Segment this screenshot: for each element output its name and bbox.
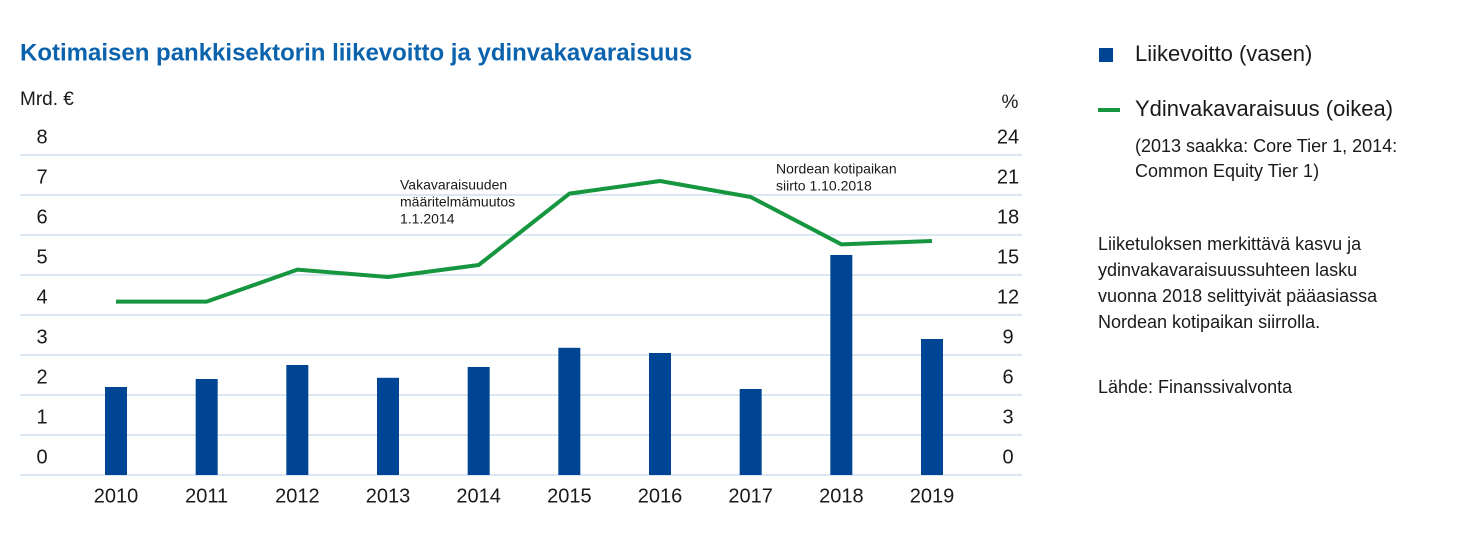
y2-tick-label: 12 [997,286,1019,308]
y2-tick-label: 0 [1002,446,1013,468]
bar [830,255,853,475]
x-tick-label: 2011 [185,485,228,507]
x-tick-label: 2010 [94,485,139,507]
annotation: määritelmämuutos [400,194,515,210]
y2-tick-label: 9 [1002,326,1013,348]
y-tick-label: 0 [36,446,47,468]
y2-tick-label: 24 [997,126,1019,148]
y-tick-label: 8 [36,126,47,148]
line [116,179,933,304]
bar [377,377,399,475]
note: Nordean kotipaikan siirrolla. [1098,312,1320,332]
y2-tick-label: 6 [1002,366,1013,388]
x-tick-label: 2017 [728,485,773,507]
y-tick-label: 5 [36,246,47,268]
y2-tick-label: 21 [997,166,1019,188]
annotation: Nordean kotipaikan [776,161,897,177]
bar [921,339,943,475]
y-tick-label: 4 [36,286,47,308]
annotation: 1.1.2014 [400,211,455,227]
x-tick-label: 2018 [819,485,864,507]
y-tick-label: 3 [36,326,47,348]
bar [286,365,309,475]
legend-note: (2013 saakka: Core Tier 1, 2014: [1135,136,1397,156]
bar [467,367,490,475]
y2-tick-label: 15 [997,246,1019,268]
note: vuonna 2018 selittyivät pääasiassa [1098,286,1378,306]
legend-label: Liikevoitto (vasen) [1135,41,1312,66]
y2-tick-label: 18 [997,206,1019,228]
bar [105,387,127,475]
x-tick-label: 2014 [456,485,501,507]
legend-label: Ydinvakavaraisuus (oikea) [1135,96,1393,121]
bar [195,379,218,475]
y-axis-label: Mrd. € [20,89,74,110]
y2-axis-label: % [1002,92,1019,113]
y-tick-label: 2 [36,366,47,388]
annotation: siirto 1.10.2018 [776,178,872,194]
source: Lähde: Finanssivalvonta [1098,377,1293,397]
y2-tick-label: 3 [1002,406,1013,428]
chart-title: Kotimaisen pankkisektorin liikevoitto ja… [20,39,692,66]
x-tick-label: 2016 [638,485,683,507]
note: ydinvakavaraisuussuhteen lasku [1098,260,1357,280]
bar [558,347,581,475]
legend-swatch [1099,48,1113,62]
annotation: Vakavaraisuuden [400,177,507,193]
bar [649,353,671,475]
bar [739,389,762,475]
x-tick-label: 2015 [547,485,592,507]
y-tick-label: 6 [36,206,47,228]
note: Liiketuloksen merkittävä kasvu ja [1098,234,1362,254]
y-tick-label: 7 [36,166,47,188]
x-tick-label: 2013 [366,485,411,507]
x-tick-label: 2012 [275,485,320,507]
y-tick-label: 1 [36,406,47,428]
x-tick-label: 2019 [910,485,955,507]
legend-note: Common Equity Tier 1) [1135,161,1319,181]
